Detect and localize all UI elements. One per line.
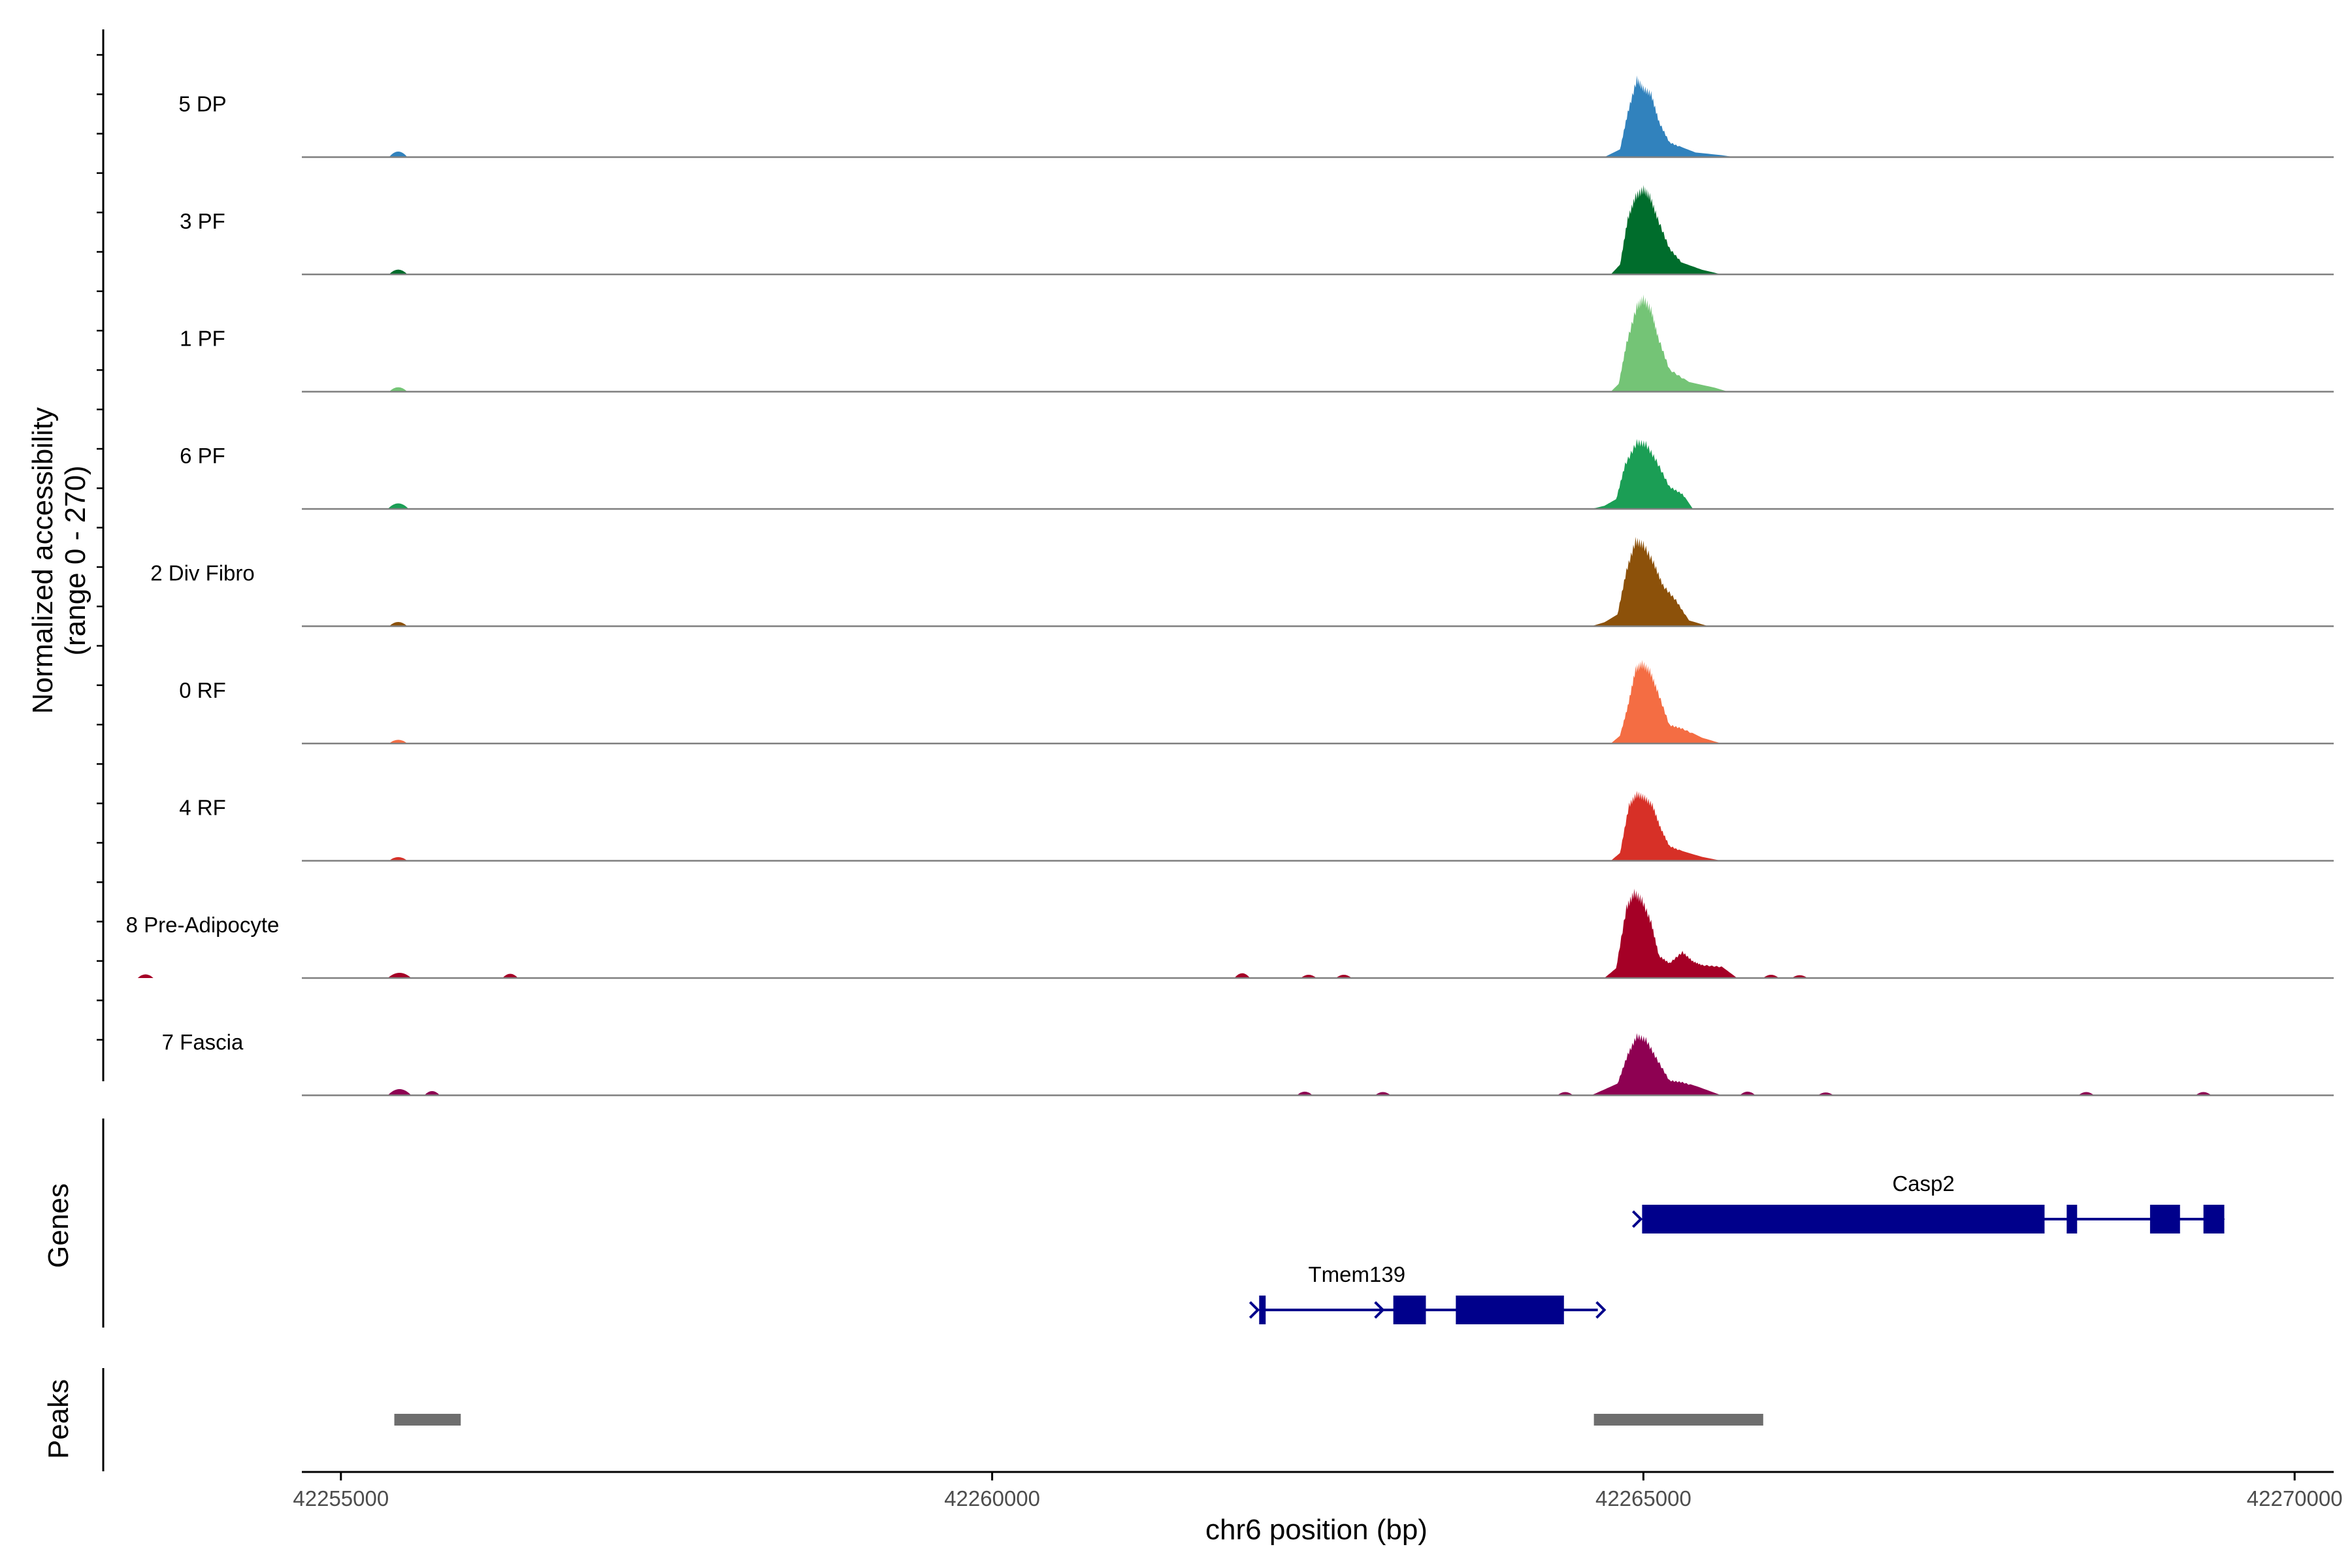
track-label-0-rf: 0 RF <box>179 678 226 702</box>
track-7-fascia: 7 Fascia <box>162 1030 2334 1096</box>
coverage-area-2-div-fibro <box>1591 536 1709 627</box>
gene-exon <box>2066 1205 2078 1233</box>
strand-arrow <box>1631 1210 1643 1228</box>
minor-peak <box>387 503 409 509</box>
minor-peak <box>1234 973 1250 978</box>
minor-peak <box>137 974 154 978</box>
track-label-5-dp: 5 DP <box>178 92 226 116</box>
track-label-6-pf: 6 PF <box>180 444 225 468</box>
strand-arrow <box>1374 1301 1385 1319</box>
peaks-track-title: Peaks <box>42 1379 74 1459</box>
coverage-area-5-dp <box>1604 75 1735 157</box>
coverage-area-7-fascia <box>1591 1033 1722 1096</box>
minor-peak <box>424 1091 440 1096</box>
coverage-tracks: 5 DP 3 PF 1 PF 6 PF 2 Div Fibro 0 RF 4 RF 8 Pre… <box>97 29 2334 1096</box>
coverage-area-6-pf <box>1591 438 1693 509</box>
minor-peak <box>389 622 408 627</box>
strand-arrow <box>2214 1210 2225 1228</box>
minor-peak <box>389 740 408 743</box>
gene-exon <box>2203 1205 2225 1233</box>
track-4-rf: 4 RF <box>179 791 2334 862</box>
track-label-1-pf: 1 PF <box>180 327 225 351</box>
x-axis: 42255000 42260000 42265000 42270000 <box>293 1471 2343 1511</box>
coverage-area-8-pre-adipocyte <box>1604 889 1737 978</box>
minor-peak <box>389 857 408 861</box>
track-2-div-fibro: 2 Div Fibro <box>150 536 2334 627</box>
track-1-pf: 1 PF <box>180 294 2334 393</box>
x-tick-label: 42255000 <box>293 1486 389 1511</box>
gene-tmem139: Tmem139 <box>1249 1262 1607 1324</box>
coverage-area-3-pf <box>1610 185 1722 274</box>
coverage-area-1-pf <box>1610 294 1728 392</box>
peak-region <box>1593 1414 1763 1426</box>
track-8-pre-adipocyte: 8 Pre-Adipocyte <box>126 889 2334 979</box>
coverage-area-0-rf <box>1610 660 1722 743</box>
track-label-2-div-fibro: 2 Div Fibro <box>150 561 255 585</box>
gene-label-tmem139: Tmem139 <box>1309 1262 1406 1286</box>
gene-exon <box>1259 1296 1266 1324</box>
gene-exon <box>1456 1296 1564 1324</box>
peak-track <box>102 1368 1763 1471</box>
minor-peak <box>389 387 408 392</box>
gene-exon <box>2149 1205 2180 1233</box>
gene-label-casp2: Casp2 <box>1892 1171 1954 1196</box>
strand-arrow <box>1595 1301 1607 1319</box>
track-label-7-fascia: 7 Fascia <box>162 1030 244 1054</box>
track-label-8-pre-adipocyte: 8 Pre-Adipocyte <box>126 913 280 937</box>
minor-peak <box>389 151 408 157</box>
y-axis-title-line2: (range 0 - 270) <box>59 465 91 655</box>
track-0-rf: 0 RF <box>179 660 2334 745</box>
track-5-dp: 5 DP <box>178 75 2334 158</box>
track-3-pf: 3 PF <box>180 185 2334 276</box>
coverage-area-4-rf <box>1610 791 1722 861</box>
gene-exon <box>1642 1205 2045 1233</box>
x-tick-label: 42265000 <box>1595 1486 1691 1511</box>
x-axis-title: chr6 position (bp) <box>1205 1514 1428 1546</box>
minor-peak <box>1739 1091 1756 1096</box>
strand-arrow <box>1249 1301 1260 1319</box>
track-6-pf: 6 PF <box>180 438 2334 510</box>
gene-exon <box>1393 1296 1426 1324</box>
track-label-3-pf: 3 PF <box>180 209 225 233</box>
minor-peak <box>502 973 518 978</box>
y-axis-title-line1: Normalized accessibility <box>27 407 59 713</box>
minor-peak <box>387 1089 412 1096</box>
gene-track: Casp2 Tmem139 <box>102 1119 2225 1328</box>
x-tick-label: 42270000 <box>2247 1486 2343 1511</box>
minor-peak <box>389 269 408 274</box>
x-tick-label: 42260000 <box>944 1486 1040 1511</box>
genes-track-title: Genes <box>42 1183 74 1268</box>
minor-peak <box>387 973 412 978</box>
minor-peak <box>1297 1091 1313 1096</box>
peak-region <box>394 1414 461 1426</box>
track-label-4-rf: 4 RF <box>179 796 226 820</box>
gene-casp2: Casp2 <box>1631 1171 2225 1233</box>
